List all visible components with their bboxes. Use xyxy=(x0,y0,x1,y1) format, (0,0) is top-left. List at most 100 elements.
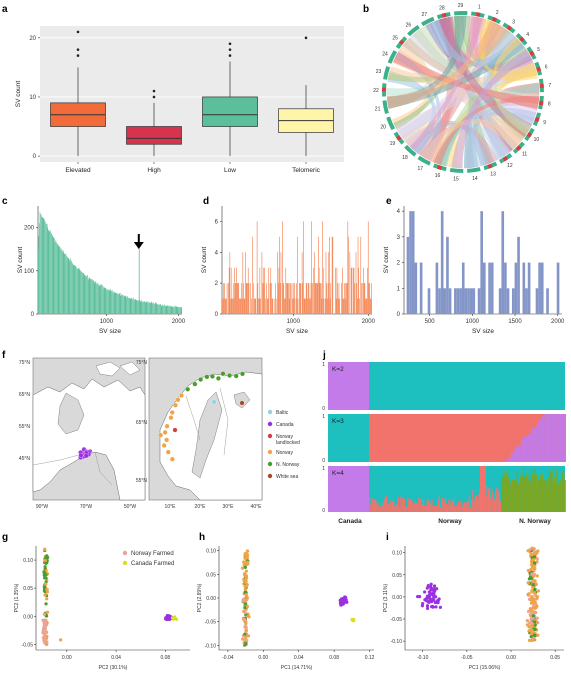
pca-point xyxy=(432,595,436,599)
hist-bar xyxy=(55,240,57,314)
chromosome-arc xyxy=(421,16,435,27)
admix-k3-bar xyxy=(524,436,526,462)
hist-bar xyxy=(143,301,145,314)
x-tick-label: 0.12 xyxy=(365,655,375,661)
hist-bar xyxy=(147,301,149,314)
map-baltic-sea xyxy=(191,391,223,479)
pca-point xyxy=(43,629,47,633)
pca-point xyxy=(45,597,49,601)
hist-bar xyxy=(127,297,129,314)
y-tick-label: 200 xyxy=(24,226,35,232)
map-lon-label: 30°E xyxy=(223,504,235,510)
admix-y-tick: 1 xyxy=(322,362,325,368)
admix-k3-bar xyxy=(520,445,522,462)
hist-bar xyxy=(106,289,107,314)
chromosome-label: 22 xyxy=(373,88,379,94)
pca-point xyxy=(243,632,247,636)
admix-k4-bar xyxy=(550,471,552,512)
hist-bar xyxy=(326,283,327,314)
admix-k4-bar xyxy=(400,496,402,512)
hist-bar xyxy=(320,283,322,314)
hist-bar xyxy=(77,267,79,314)
hist-bar xyxy=(60,247,62,314)
pca-point xyxy=(431,605,435,609)
admix-k4-bar xyxy=(471,500,473,512)
hist-bar xyxy=(69,259,70,314)
hist-bar xyxy=(106,289,108,314)
hist-bar xyxy=(355,252,357,314)
panel-e-histogram: 0 1 2 3 4 500 1000 1500 2000 SV size SV count xyxy=(383,206,565,335)
hist-bar xyxy=(310,283,312,314)
hist-bar xyxy=(128,298,130,314)
pca-point xyxy=(243,638,247,642)
hist-bar xyxy=(322,221,323,314)
chromosome-label: 5 xyxy=(537,47,540,53)
hist-bar xyxy=(149,302,150,314)
hist-bar xyxy=(39,223,40,314)
hist-bar xyxy=(498,288,502,314)
chromosome-arc xyxy=(417,155,431,166)
hist-bar xyxy=(406,236,410,314)
hist-bar xyxy=(288,283,289,314)
hist-bar xyxy=(83,272,84,314)
hist-bar xyxy=(254,298,255,314)
admix-k4-bar xyxy=(497,489,499,512)
pca-point xyxy=(42,589,46,593)
pca-point xyxy=(526,549,530,553)
admix-k4-bar xyxy=(563,473,565,512)
y-tick-label: -0.05 xyxy=(22,642,34,648)
admix-k3-bar xyxy=(522,440,524,462)
hist-bar xyxy=(295,298,297,314)
hist-bar xyxy=(165,305,167,314)
hist-bar xyxy=(178,307,179,314)
admix-k4-bar xyxy=(456,504,458,512)
map-lon-label: 40°E xyxy=(251,504,263,510)
hist-bar xyxy=(266,283,267,314)
admix-k3-bar xyxy=(533,428,535,462)
hist-bar xyxy=(303,298,305,314)
y-axis-label: SV count xyxy=(17,247,24,274)
hist-bar xyxy=(312,283,313,314)
admix-k4-bar xyxy=(561,483,563,512)
hist-bar xyxy=(85,275,87,314)
admix-k4-bar xyxy=(501,476,503,512)
pca-point xyxy=(44,582,48,586)
norway-site-dot xyxy=(175,397,181,403)
hist-bar xyxy=(140,301,142,314)
hist-bar xyxy=(329,236,330,314)
x-tick-label: 500 xyxy=(425,319,436,325)
admix-k4-bar xyxy=(556,469,558,512)
panel-j-admixture: K=2 K=3 K=4 1 0 1 0 1 0 Canada Norway N. Norway xyxy=(322,362,566,525)
admix-k4-bar xyxy=(413,503,415,512)
pca-point xyxy=(429,585,433,589)
hist-bar xyxy=(234,283,236,314)
hist-bar xyxy=(95,281,97,314)
hist-bar xyxy=(181,307,182,314)
pca-point xyxy=(530,546,534,550)
hist-bar xyxy=(155,302,156,314)
hist-bar xyxy=(320,283,321,314)
pca-point xyxy=(244,579,248,584)
panel-i-pca: -0.10 -0.05 0.00 0.05 -0.10 -0.05 0.00 0.05 0.10… xyxy=(383,546,564,671)
hist-bar xyxy=(154,303,155,314)
admix-k3-bar xyxy=(550,414,552,462)
hist-bar xyxy=(243,298,245,314)
hist-bar xyxy=(75,265,76,314)
hist-bar xyxy=(60,249,61,314)
hist-bar xyxy=(160,305,162,314)
hist-bar xyxy=(177,306,179,314)
hist-bar xyxy=(165,305,166,314)
hist-bar xyxy=(136,300,137,314)
hist-bar xyxy=(74,265,75,314)
hist-bar xyxy=(332,236,334,314)
hist-bar xyxy=(110,289,111,314)
y-tick-label: 4 xyxy=(397,209,401,215)
hist-bar xyxy=(262,267,264,314)
norway-site-dot xyxy=(169,456,175,462)
panel-b-chord: 1234567891011121314151617181920212223242… xyxy=(373,3,551,183)
hist-bar xyxy=(461,262,465,314)
pca-point xyxy=(243,565,247,569)
pca-point xyxy=(59,638,63,642)
map-legend-label: landlocked xyxy=(276,440,300,446)
map-legend-swatch xyxy=(267,449,273,455)
